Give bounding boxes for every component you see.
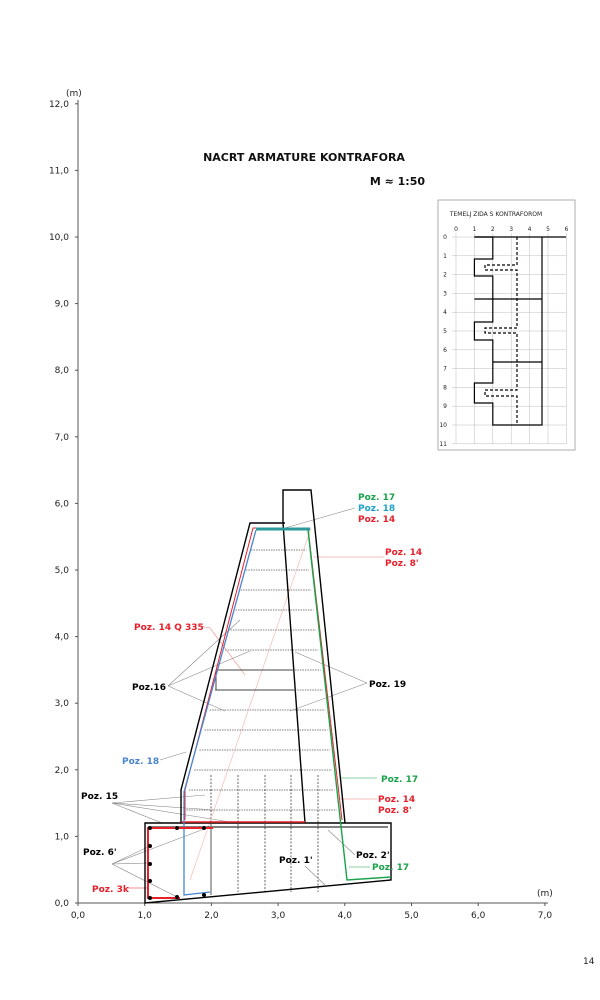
label-poz2: Poz. 2' [356, 851, 390, 861]
stirrup-poz3k [147, 827, 213, 899]
x-tick-label: 3,0 [271, 911, 286, 921]
inset-x-label: 2 [491, 226, 495, 233]
label-poz15: Poz. 15 [81, 792, 118, 802]
y-tick-label: 11,0 [49, 166, 69, 176]
label-poz14-mid: Poz. 14 [378, 795, 415, 805]
label-poz14-right: Poz. 14 [385, 548, 422, 558]
rebar-poz17 [307, 529, 392, 881]
inset-x-label: 4 [528, 226, 532, 233]
y-tick-label: 10,0 [49, 233, 69, 243]
label-poz17-bottom: Poz. 17 [372, 863, 409, 873]
inset-y-label: 9 [443, 403, 447, 410]
y-tick-label: 12,0 [49, 100, 69, 110]
inset-x-label: 3 [509, 226, 513, 233]
drawing-title: NACRT ARMATURE KONTRAFORA [203, 151, 405, 164]
distribution-rebars [183, 529, 337, 892]
inset-y-label: 2 [443, 272, 447, 279]
y-tick-label: 5,0 [55, 566, 70, 576]
y-tick-label: 0,0 [55, 899, 70, 909]
inset-y-label: 3 [443, 290, 447, 297]
label-poz18-top: Poz. 18 [358, 504, 395, 514]
drawing-scale: M ≈ 1:50 [370, 175, 426, 188]
inset-x-label: 5 [546, 226, 550, 233]
label-poz8-right: Poz. 8' [385, 559, 419, 569]
label-poz8-mid: Poz. 8' [378, 806, 412, 816]
label-poz17-mid: Poz. 17 [381, 775, 418, 785]
x-tick-label: 4,0 [338, 911, 353, 921]
inset-y-label: 1 [443, 253, 447, 260]
y-tick-label: 8,0 [55, 366, 70, 376]
label-poz19: Poz. 19 [369, 680, 406, 690]
inset-title: TEMELJ ZIDA S KONTRAFOROM [449, 211, 542, 218]
buttress-column [282, 489, 346, 824]
rebar-poz14 [184, 527, 343, 821]
longitudinal-bars [148, 826, 206, 900]
label-poz6: Poz. 6' [83, 848, 117, 858]
y-tick-label: 3,0 [55, 699, 70, 709]
x-tick-label: 7,0 [538, 911, 553, 921]
buttress-outline [144, 489, 392, 904]
label-poz14-q335: Poz. 14 Q 335 [134, 623, 204, 633]
inset-y-label: 11 [439, 441, 447, 448]
rebar-poz18 [183, 529, 257, 896]
inset-y-label: 0 [443, 234, 447, 241]
y-tick-label: 9,0 [55, 300, 70, 310]
label-poz1: Poz. 1' [279, 856, 313, 866]
inset-x-label: 6 [564, 226, 568, 233]
y-tick-label: 7,0 [55, 433, 70, 443]
x-tick-label: 5,0 [404, 911, 419, 921]
inset-x-label: 0 [454, 226, 458, 233]
inset-y-label: 5 [443, 328, 447, 335]
y-tick-label: 4,0 [55, 633, 70, 643]
inset-y-label: 4 [443, 309, 447, 316]
wall-left-edge [180, 522, 285, 823]
x-tick-label: 2,0 [204, 911, 219, 921]
foundation-outline [144, 822, 392, 904]
y-tick-label: 1,0 [55, 832, 70, 842]
axes: (m) (m) 0,01,02,03,04,05,06,07,08,09,010… [49, 89, 553, 921]
label-poz14-top: Poz. 14 [358, 515, 395, 525]
page-number: 14 [583, 957, 595, 967]
y-tick-label: 6,0 [55, 499, 70, 509]
inset-y-label: 6 [443, 347, 447, 354]
x-tick-label: 0,0 [71, 911, 86, 921]
inset-x-label: 1 [472, 226, 476, 233]
label-poz17-top: Poz. 17 [358, 493, 395, 503]
x-tick-label: 1,0 [138, 911, 153, 921]
y-axis-unit: (m) [66, 89, 82, 99]
inset-y-label: 10 [439, 422, 447, 429]
inset-foundation-plan: TEMELJ ZIDA S KONTRAFOROM 0 1 2 3 4 5 6 0 1 2 3 4 5 6… [437, 199, 576, 451]
inset-y-label: 8 [443, 384, 447, 391]
x-tick-label: 6,0 [471, 911, 486, 921]
label-poz3k: Poz. 3k [92, 885, 130, 895]
leader-lines [111, 507, 384, 898]
inset-y-label: 7 [443, 366, 447, 373]
label-poz16: Poz.16 [132, 683, 166, 693]
label-poz18: Poz. 18 [122, 757, 159, 767]
x-axis-unit: (m) [537, 889, 553, 899]
y-tick-label: 2,0 [55, 766, 70, 776]
